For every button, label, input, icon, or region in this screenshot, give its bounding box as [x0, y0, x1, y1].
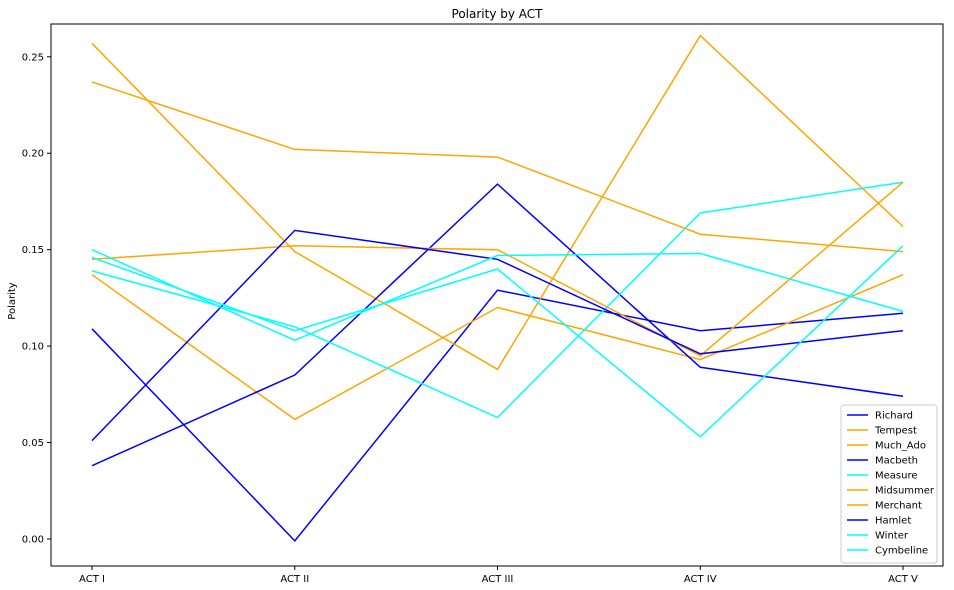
legend-label: Macbeth — [875, 456, 918, 467]
y-tick-label: 0.20 — [22, 149, 44, 160]
chart-title: Polarity by ACT — [452, 7, 544, 21]
series-line-hamlet — [91, 229, 904, 442]
legend-label: Winter — [875, 531, 909, 542]
series-line-macbeth — [91, 183, 904, 467]
plot-area — [91, 34, 904, 543]
y-tick-label: 0.15 — [22, 245, 44, 256]
series-line-much-ado — [91, 274, 904, 421]
series-line-midsummer — [91, 81, 904, 253]
legend-label: Much_Ado — [875, 441, 926, 452]
series-line-tempest — [91, 34, 904, 371]
series-line-cymbeline — [91, 245, 904, 438]
legend-label: Richard — [875, 411, 913, 422]
y-tick-label: 0.05 — [22, 438, 44, 449]
legend: Richard Tempest Much_Ado Macbeth Measure Mids… — [840, 404, 938, 564]
y-axis-label: Polarity — [7, 282, 18, 320]
x-tick-label: ACT II — [280, 574, 309, 585]
legend-label: Cymbeline — [875, 546, 928, 557]
x-tick-label: ACT I — [79, 574, 105, 585]
series-line-richard — [91, 289, 904, 543]
legend-label: Measure — [875, 471, 918, 482]
series-line-winter — [91, 249, 904, 342]
y-tick-label: 0.00 — [22, 534, 44, 545]
x-tick-label: ACT V — [888, 574, 918, 585]
legend-label: Tempest — [874, 426, 917, 437]
x-axis: ACT I ACT II ACT III ACT IV ACT V — [79, 566, 918, 585]
y-tick-label: 0.10 — [22, 342, 44, 353]
legend-label: Merchant — [875, 501, 922, 512]
legend-label: Hamlet — [875, 516, 911, 527]
series-line-measure — [91, 181, 904, 419]
y-axis: 0.00 0.05 0.10 0.15 0.20 0.25 — [22, 52, 51, 545]
plot-frame — [50, 23, 944, 567]
y-tick-label: 0.25 — [22, 52, 44, 63]
x-tick-label: ACT IV — [684, 574, 717, 585]
x-tick-label: ACT III — [482, 574, 514, 585]
legend-label: Midsummer — [875, 486, 935, 497]
series-line-merchant — [91, 181, 904, 357]
